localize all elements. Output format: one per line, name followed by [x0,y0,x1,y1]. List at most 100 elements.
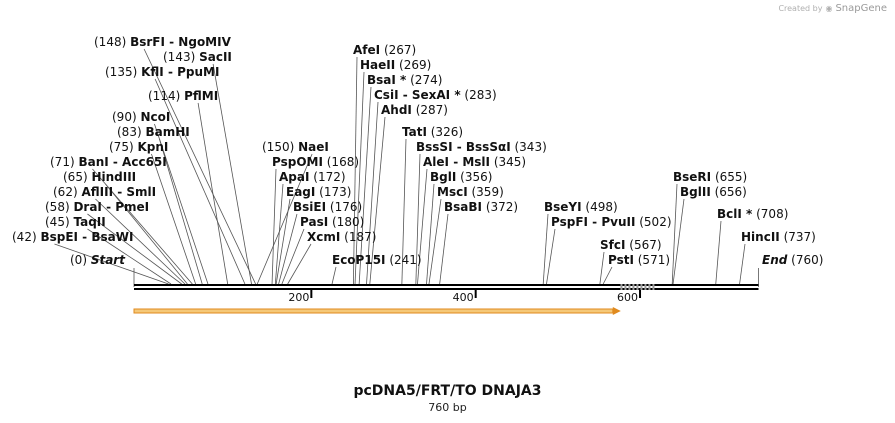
site-csii[interactable]: CsiI - SexAI * (283) [374,88,497,102]
site-pasi[interactable]: PasI (180) [300,215,364,229]
enzyme-name: Start [91,253,126,267]
site-position: (656) [711,185,747,199]
site-position: (187) [340,230,376,244]
enzyme-name: PspFI [551,215,588,229]
site-apai[interactable]: ApaI (172) [279,170,346,184]
leader-line [287,243,312,285]
enzyme-name: - SmlI [113,185,156,199]
enzyme-name: AleI [423,155,449,169]
site-bsrfi[interactable]: (148) BsrFI - NgoMIV [94,35,232,49]
gap-hatch [652,284,655,290]
gap-hatch [648,284,651,290]
backbone-bottom-strand [134,288,759,290]
site-haeii[interactable]: HaeII (269) [360,58,431,72]
site-bgli[interactable]: BglI (356) [430,170,492,184]
start-label[interactable]: (0) Start [70,253,126,267]
site-psti[interactable]: PstI (571) [608,253,670,267]
leader-line [354,71,365,285]
site-kfli[interactable]: (135) KflI - PpuMI [105,65,219,79]
site-position: (708) [752,207,788,221]
enzyme-name: BanI [78,155,108,169]
enzyme-name: - BssSαI [453,140,511,154]
leader-line [546,228,556,285]
site-xcmi[interactable]: XcmI (187) [307,230,376,244]
site-hincii[interactable]: HincII (737) [741,230,816,244]
leader-line [281,228,305,285]
enzyme-name: DraI [73,200,101,214]
enzyme-name: EagI [286,185,315,199]
enzyme-name: SacII [199,50,232,64]
leader-line [401,138,407,285]
enzyme-name: NcoI [140,110,170,124]
site-bamhi[interactable]: (83) BamHI [117,125,190,139]
site-bseyi[interactable]: BseYI (498) [544,200,618,214]
site-pspomi[interactable]: PspOMI (168) [272,155,359,169]
enzyme-name: AhdI [381,103,412,117]
site-afei[interactable]: AfeI (267) [353,43,416,57]
leader-line [274,183,284,285]
leader-line [212,63,252,285]
enzyme-name: NaeI [298,140,329,154]
leader-line [602,266,613,285]
enzyme-name: TatI [402,125,427,139]
leader-line [143,48,256,285]
site-position: (269) [395,58,431,72]
site-sacii[interactable]: (143) SacII [163,50,232,64]
enzyme-name: KpnI [137,140,168,154]
gap-hatch [640,284,643,290]
site-kpni[interactable]: (75) KpnI [109,140,168,154]
site-taqii[interactable]: (45) TaqII [45,215,106,229]
site-naei[interactable]: (150) NaeI [262,140,329,154]
site-afliii[interactable]: (62) AflIII - SmlI [53,185,156,199]
site-drai[interactable]: (58) DraI - PmeI [45,200,149,214]
site-hindiii[interactable]: (65) HindIII [63,170,136,184]
site-position: (143) [163,50,199,64]
site-position: (343) [511,140,547,154]
site-ecop15i[interactable]: EcoP15I (241) [332,253,422,267]
enzyme-name: HaeII [360,58,395,72]
feature-arrow[interactable] [133,307,621,315]
site-bglii[interactable]: BglII (656) [680,185,747,199]
enzyme-name: End [762,253,788,267]
site-bsai[interactable]: BsaI * (274) [367,73,442,87]
enzyme-name: BclI * [717,207,753,221]
site-bsssi[interactable]: BssSI - BssSαI (343) [416,140,547,154]
site-tati[interactable]: TatI (326) [402,125,463,139]
enzyme-name: - PmeI [102,200,149,214]
leader-line [671,183,678,285]
site-alei[interactable]: AleI - MslI (345) [423,155,526,169]
site-bsabi[interactable]: BsaBI (372) [444,200,518,214]
leader-line [415,153,421,285]
site-ahdi[interactable]: AhdI (287) [381,103,448,117]
enzyme-name: ApaI [279,170,309,184]
site-position: (287) [412,103,448,117]
site-bcli[interactable]: BclI * (708) [717,207,788,221]
leader-lines [54,48,759,287]
leader-line [154,78,246,285]
leader-line [599,251,605,285]
site-sfci[interactable]: SfcI (567) [600,238,662,252]
enzyme-name: - PvuII [588,215,635,229]
site-position: (150) [262,140,298,154]
enzyme-name: EcoP15I [332,253,386,267]
leader-line [256,153,313,285]
site-position: (65) [63,170,91,184]
site-eagi[interactable]: EagI (173) [286,185,351,199]
leader-line [154,123,209,285]
enzyme-name: - BsaWI [78,230,133,244]
gap-hatch [620,284,623,290]
site-pspfi[interactable]: PspFI - PvuII (502) [551,215,672,229]
leader-line [715,220,722,285]
site-bseri[interactable]: BseRI (655) [673,170,747,184]
end-label[interactable]: End (760) [762,253,823,267]
site-pflmi[interactable]: (114) PflMI [148,89,218,103]
site-msci[interactable]: MscI (359) [437,185,504,199]
site-bspei[interactable]: (42) BspEI - BsaWI [12,230,133,244]
enzyme-name: PflMI [184,89,218,103]
leader-line [87,228,172,285]
site-ncoi[interactable]: (90) NcoI [112,110,170,124]
site-bsiei[interactable]: BsiEI (176) [293,200,362,214]
site-position: (173) [315,185,351,199]
site-bani[interactable]: (71) BanI - Acc65I [50,155,167,169]
